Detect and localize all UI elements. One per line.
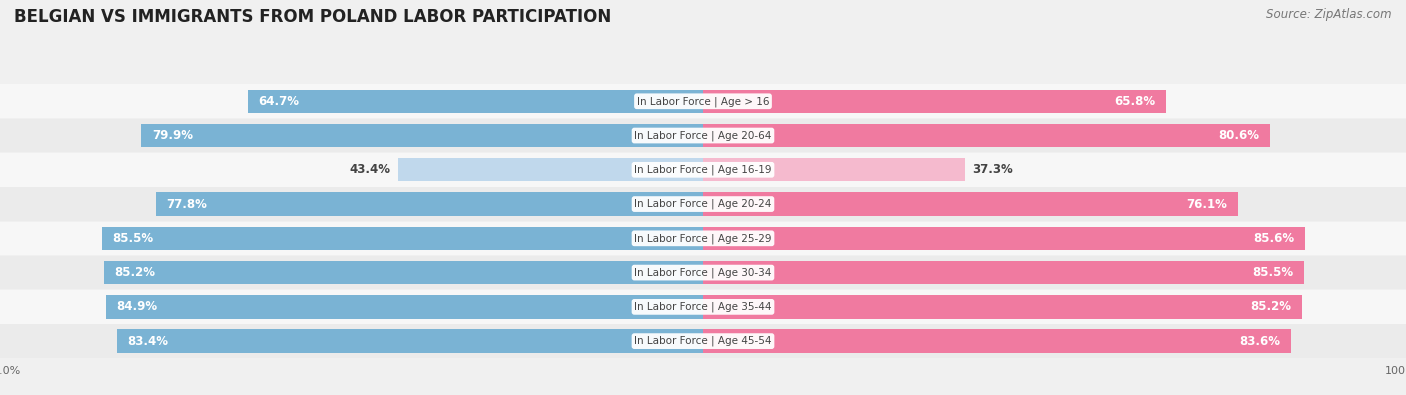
Bar <box>0 85 1406 118</box>
Bar <box>0 290 1406 324</box>
Text: 77.8%: 77.8% <box>167 198 208 211</box>
Text: 85.6%: 85.6% <box>1253 232 1294 245</box>
Bar <box>156 192 703 216</box>
Bar <box>0 153 1406 186</box>
Bar <box>105 295 703 318</box>
Text: In Labor Force | Age 30-34: In Labor Force | Age 30-34 <box>634 267 772 278</box>
Text: 76.1%: 76.1% <box>1187 198 1227 211</box>
Bar <box>703 124 1270 147</box>
Text: 85.2%: 85.2% <box>114 266 156 279</box>
Text: In Labor Force | Age 20-64: In Labor Force | Age 20-64 <box>634 130 772 141</box>
Bar <box>703 261 1305 284</box>
Bar <box>104 261 703 284</box>
Text: 85.2%: 85.2% <box>1250 300 1292 313</box>
Text: 43.4%: 43.4% <box>350 163 391 176</box>
Bar <box>703 295 1302 318</box>
Text: 85.5%: 85.5% <box>1253 266 1294 279</box>
Bar <box>398 158 703 181</box>
Text: In Labor Force | Age > 16: In Labor Force | Age > 16 <box>637 96 769 107</box>
Text: 64.7%: 64.7% <box>259 95 299 108</box>
Bar <box>0 187 1406 221</box>
Bar <box>247 90 703 113</box>
Bar <box>703 227 1305 250</box>
Bar <box>703 329 1291 353</box>
Bar <box>0 222 1406 255</box>
Bar <box>703 90 1166 113</box>
Text: In Labor Force | Age 45-54: In Labor Force | Age 45-54 <box>634 336 772 346</box>
Text: In Labor Force | Age 16-19: In Labor Force | Age 16-19 <box>634 165 772 175</box>
Text: 85.5%: 85.5% <box>112 232 153 245</box>
Text: In Labor Force | Age 25-29: In Labor Force | Age 25-29 <box>634 233 772 244</box>
Bar <box>703 158 966 181</box>
Text: 83.6%: 83.6% <box>1239 335 1281 348</box>
Bar <box>103 227 703 250</box>
Text: In Labor Force | Age 35-44: In Labor Force | Age 35-44 <box>634 302 772 312</box>
Bar <box>117 329 703 353</box>
Text: BELGIAN VS IMMIGRANTS FROM POLAND LABOR PARTICIPATION: BELGIAN VS IMMIGRANTS FROM POLAND LABOR … <box>14 8 612 26</box>
Bar <box>0 256 1406 290</box>
Text: Source: ZipAtlas.com: Source: ZipAtlas.com <box>1267 8 1392 21</box>
Bar <box>141 124 703 147</box>
Text: 65.8%: 65.8% <box>1114 95 1156 108</box>
Text: In Labor Force | Age 20-24: In Labor Force | Age 20-24 <box>634 199 772 209</box>
Bar <box>0 324 1406 358</box>
Bar <box>0 119 1406 152</box>
Text: 79.9%: 79.9% <box>152 129 193 142</box>
Bar <box>703 192 1237 216</box>
Text: 83.4%: 83.4% <box>127 335 169 348</box>
Text: 84.9%: 84.9% <box>117 300 157 313</box>
Text: 80.6%: 80.6% <box>1218 129 1260 142</box>
Text: 37.3%: 37.3% <box>973 163 1012 176</box>
